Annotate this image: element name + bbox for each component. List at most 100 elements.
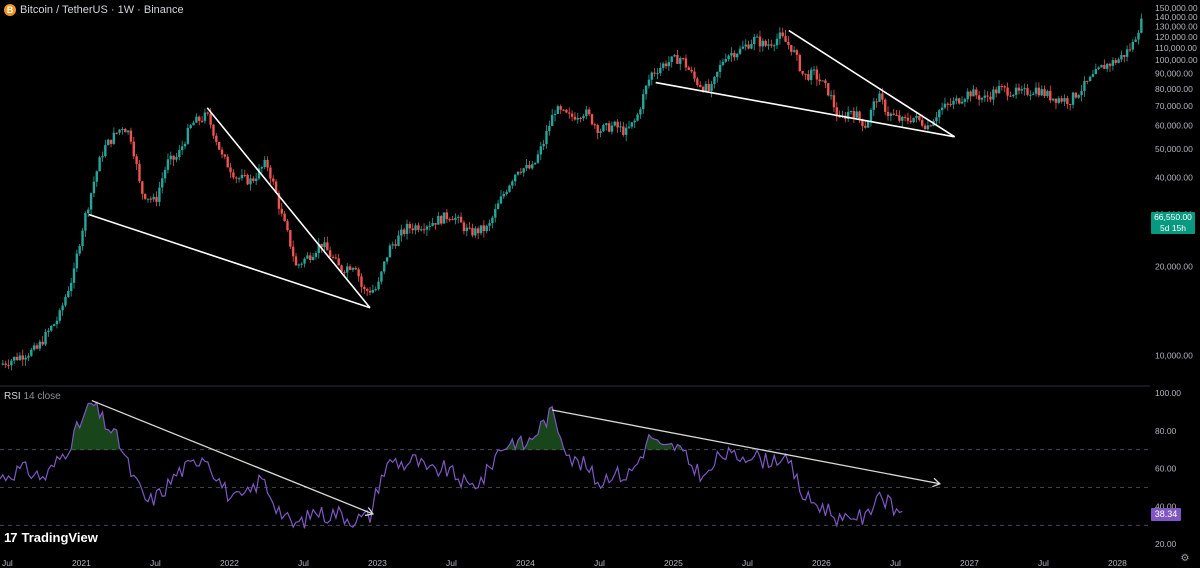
candle-body — [818, 79, 821, 82]
candle-body — [18, 355, 22, 361]
price-tick-label: 80,000.00 — [1155, 84, 1193, 94]
candle-body — [257, 168, 261, 179]
price-tick-label: 40,000.00 — [1155, 173, 1193, 183]
candle-body — [109, 139, 113, 144]
candle-body — [960, 101, 964, 104]
price-tick-label: 120,000.00 — [1155, 32, 1198, 42]
candle-body — [1088, 76, 1092, 82]
candle-body — [474, 228, 477, 236]
candle-body — [505, 191, 508, 194]
candle-body — [744, 44, 747, 47]
settings-gear-icon[interactable]: ⚙ — [1180, 553, 1190, 564]
candle-body — [368, 290, 372, 293]
candle-body — [920, 119, 924, 126]
candle-body — [955, 98, 958, 101]
candle-body — [126, 130, 130, 133]
candle-body — [576, 118, 579, 120]
candle-body — [226, 156, 229, 168]
last-price-badge: 66,550.00 5d 15h — [1151, 212, 1195, 234]
candle-body — [738, 48, 742, 54]
rsi-legend[interactable]: RSI 14 close — [4, 391, 61, 402]
candle-body — [761, 40, 764, 47]
candle-body — [1074, 92, 1078, 98]
candle-body — [488, 223, 491, 226]
rsi-line-group — [0, 401, 903, 529]
candle-body — [272, 178, 275, 182]
candle-body — [895, 114, 898, 116]
candle-body — [232, 172, 235, 178]
candle-body — [437, 215, 440, 225]
candle-body — [559, 106, 562, 110]
candle-body — [1080, 90, 1083, 96]
candle-body — [485, 225, 488, 232]
candle-body — [690, 69, 693, 72]
candle-body — [957, 98, 961, 104]
candle-body — [186, 128, 190, 144]
candle-body — [1040, 89, 1043, 96]
candle-body — [1105, 63, 1109, 69]
candle-body — [246, 174, 249, 185]
candle-body — [661, 63, 665, 68]
candle-body — [371, 289, 375, 293]
candle-body — [980, 97, 984, 100]
candle-body — [277, 192, 281, 209]
candle-body — [471, 228, 474, 236]
candle-body — [781, 32, 784, 37]
candle-body — [912, 117, 915, 123]
candle-body — [670, 56, 673, 63]
rsi-tick-label: 20.00 — [1155, 539, 1177, 549]
candle-body — [684, 58, 688, 68]
candle-body — [143, 193, 147, 199]
candle-body — [502, 193, 505, 197]
candle-body — [7, 364, 10, 366]
candle-body — [790, 45, 793, 52]
price-trendlines — [88, 29, 956, 309]
candle-body — [693, 71, 696, 79]
candle-body — [283, 213, 286, 222]
candle-body — [400, 229, 403, 236]
candle-body — [317, 243, 320, 253]
candle-body — [411, 228, 414, 231]
candle-body — [710, 83, 713, 91]
tradingview-logo[interactable]: 17 TradingView — [4, 530, 98, 545]
rsi-axis: 20.00 40.00 60.00 80.00 100.00 — [1155, 388, 1181, 549]
candle-body — [1029, 94, 1032, 96]
candle-body — [918, 115, 921, 120]
candle-body — [1117, 59, 1120, 63]
candle-body — [297, 264, 301, 266]
candle-body — [528, 164, 531, 169]
candle-body — [448, 219, 451, 221]
candle-body — [792, 50, 796, 52]
candle-body — [374, 289, 377, 291]
candle-body — [764, 40, 767, 46]
price-tick-label: 150,000.00 — [1155, 3, 1198, 13]
candle-body — [821, 80, 824, 82]
candle-body — [385, 257, 389, 262]
rsi-overbought-area — [71, 402, 120, 450]
candle-body — [217, 141, 221, 150]
candle-body — [718, 64, 722, 72]
candle-body — [334, 257, 338, 259]
candle-body — [357, 269, 360, 277]
symbol-header[interactable]: B Bitcoin / TetherUS · 1W · Binance — [4, 2, 184, 18]
candle-body — [326, 242, 329, 251]
candle-body — [38, 341, 42, 349]
rsi-trendline-arrowhead — [364, 507, 375, 517]
candle-body — [274, 181, 278, 193]
candle-body — [869, 109, 873, 122]
candle-body — [1012, 94, 1015, 97]
price-tick-label: 20,000.00 — [1155, 262, 1193, 272]
candle-body — [627, 126, 631, 128]
candle-body — [889, 113, 893, 116]
candle-body — [98, 157, 101, 172]
candle-body — [55, 320, 59, 325]
candle-body — [35, 345, 39, 349]
rsi-tick-label: 80.00 — [1155, 426, 1177, 436]
time-tick-label: Jul — [742, 558, 753, 568]
candle-body — [408, 223, 412, 229]
candle-body — [733, 52, 736, 58]
candle-body — [664, 63, 668, 67]
time-tick-label: 2021 — [72, 558, 91, 568]
candle-body — [152, 196, 155, 200]
